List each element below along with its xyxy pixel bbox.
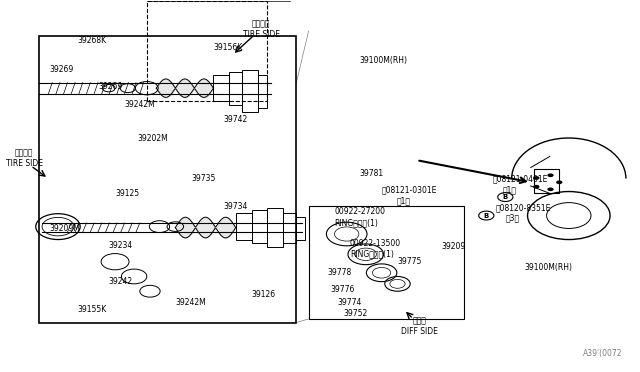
Bar [242, 70, 258, 112]
Text: 39100M(RH): 39100M(RH) [360, 56, 408, 65]
Text: 39735: 39735 [191, 174, 216, 183]
Bar [39, 36, 296, 323]
Text: 39242M: 39242M [175, 298, 206, 307]
Text: 39268K: 39268K [77, 36, 106, 45]
Bar [252, 210, 268, 243]
Text: 39125: 39125 [115, 189, 139, 198]
Circle shape [547, 173, 554, 177]
Text: 39100M(RH): 39100M(RH) [524, 263, 572, 272]
Text: 39209M: 39209M [50, 224, 81, 233]
Text: ࢲ08120-8351E: ࢲ08120-8351E [496, 203, 551, 213]
Bar [258, 75, 268, 109]
Text: 39155K: 39155K [77, 305, 106, 314]
Text: 39778: 39778 [328, 268, 352, 277]
Text: RINGリング(1): RINGリング(1) [350, 250, 394, 259]
Bar [147, 1, 268, 101]
Bar [268, 208, 284, 247]
Text: 39269: 39269 [50, 65, 74, 74]
Text: B: B [503, 194, 508, 200]
Bar [213, 75, 229, 101]
Text: （1）: （1） [502, 185, 516, 194]
Bar [284, 213, 296, 243]
Text: 39775: 39775 [397, 257, 422, 266]
Text: （1）: （1） [396, 196, 410, 205]
Text: 39269: 39269 [98, 82, 122, 91]
Text: 39734: 39734 [223, 202, 247, 211]
Text: 39156K: 39156K [213, 43, 243, 52]
Circle shape [556, 180, 563, 184]
Text: タイヤ側
TIRE SIDE: タイヤ側 TIRE SIDE [6, 148, 43, 168]
Text: ࢲ08121-0401E: ࢲ08121-0401E [493, 174, 548, 183]
Text: 39234: 39234 [109, 241, 133, 250]
Circle shape [533, 185, 540, 189]
Circle shape [533, 176, 540, 180]
Bar [534, 169, 559, 193]
Text: （3）: （3） [506, 213, 520, 222]
Text: 39781: 39781 [360, 169, 383, 177]
Text: A39'(0072: A39'(0072 [583, 349, 623, 358]
Bar [308, 206, 464, 319]
Text: デフ側
DIFF SIDE: デフ側 DIFF SIDE [401, 317, 438, 336]
Text: RINGリング(1): RINGリング(1) [334, 218, 378, 227]
Text: タイヤ側
TIRE SIDE: タイヤ側 TIRE SIDE [243, 19, 280, 39]
Text: 39202M: 39202M [138, 134, 168, 142]
Text: 00922-13500: 00922-13500 [350, 239, 401, 248]
Text: 00922-27200: 00922-27200 [334, 207, 385, 217]
Bar [296, 217, 305, 240]
Text: B: B [484, 212, 489, 218]
Text: 39209: 39209 [442, 243, 466, 251]
Text: ࢲ08121-0301E: ࢲ08121-0301E [381, 185, 437, 194]
Bar [229, 71, 242, 105]
Text: 39752: 39752 [344, 309, 368, 318]
Text: 39776: 39776 [331, 285, 355, 294]
Text: 39242M: 39242M [125, 100, 156, 109]
Text: 39742: 39742 [223, 115, 247, 124]
Text: 39126: 39126 [252, 291, 276, 299]
Text: 39242: 39242 [109, 278, 133, 286]
Bar [236, 213, 252, 240]
Circle shape [547, 187, 554, 191]
Text: 39774: 39774 [337, 298, 362, 307]
